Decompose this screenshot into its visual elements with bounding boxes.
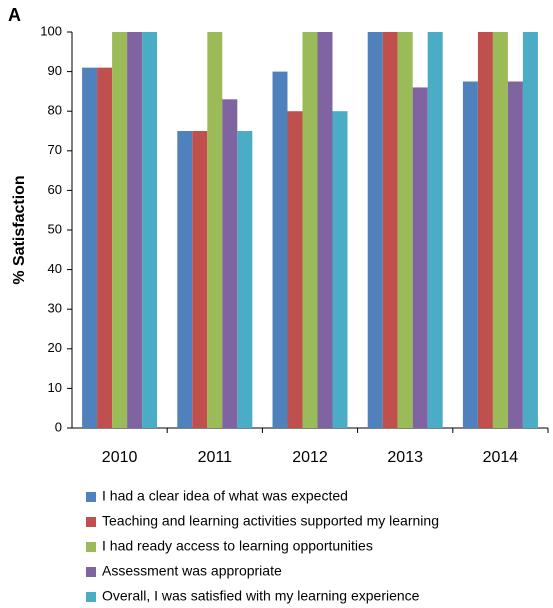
bar <box>302 32 318 428</box>
legend-label: Overall, I was satisfied with my learnin… <box>102 588 420 604</box>
legend-swatch <box>86 592 96 602</box>
y-tick-label: 70 <box>48 142 62 157</box>
bar <box>127 32 143 428</box>
bar <box>82 67 98 428</box>
x-tick-label: 2014 <box>483 449 519 466</box>
bar <box>207 32 223 428</box>
legend-swatch <box>86 517 96 527</box>
bar <box>222 99 238 428</box>
x-tick-label: 2011 <box>198 449 233 466</box>
y-tick-label: 60 <box>48 182 62 197</box>
legend-swatch <box>86 542 96 552</box>
bar <box>97 67 113 428</box>
bar <box>522 32 538 428</box>
bar <box>507 81 523 428</box>
bar <box>142 32 158 428</box>
bar <box>177 131 193 428</box>
legend-swatch <box>86 567 96 577</box>
y-tick-label: 40 <box>48 261 62 276</box>
y-tick-label: 50 <box>48 221 62 236</box>
y-tick-label: 10 <box>48 380 62 395</box>
bar <box>317 32 333 428</box>
bar <box>477 32 493 428</box>
bar <box>412 87 428 428</box>
x-tick-label: 2013 <box>387 449 423 466</box>
legend-swatch <box>86 492 96 502</box>
legend-label: I had a clear idea of what was expected <box>102 488 348 504</box>
bar <box>492 32 508 428</box>
panel-label: A <box>8 5 21 25</box>
bar <box>397 32 413 428</box>
legend-label: I had ready access to learning opportuni… <box>102 538 373 554</box>
x-tick-label: 2012 <box>292 449 328 466</box>
bar <box>332 111 348 428</box>
bar <box>272 71 288 428</box>
legend-label: Teaching and learning activities support… <box>102 513 439 529</box>
x-tick-label: 2010 <box>102 449 138 466</box>
y-tick-label: 30 <box>48 301 62 316</box>
legend-label: Assessment was appropriate <box>102 563 282 579</box>
bar <box>287 111 303 428</box>
y-tick-label: 100 <box>40 23 62 38</box>
bar <box>192 131 208 428</box>
bar <box>237 131 253 428</box>
y-tick-label: 80 <box>48 103 62 118</box>
bar <box>382 32 398 428</box>
bar <box>427 32 443 428</box>
y-tick-label: 20 <box>48 340 62 355</box>
bar <box>462 81 478 428</box>
y-tick-label: 0 <box>55 419 62 434</box>
bar <box>112 32 128 428</box>
y-axis-label: % Satisfaction <box>11 175 28 284</box>
bar <box>367 32 383 428</box>
y-tick-label: 90 <box>48 63 62 78</box>
